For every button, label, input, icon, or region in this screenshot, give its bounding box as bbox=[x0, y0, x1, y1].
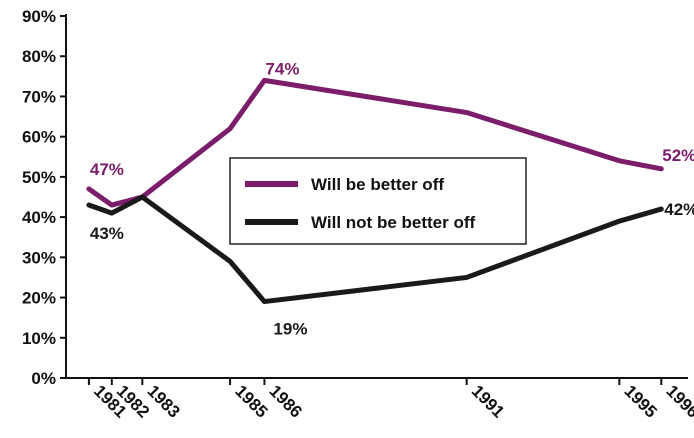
y-tick-label: 60% bbox=[22, 128, 56, 147]
data-label: 19% bbox=[273, 320, 307, 339]
y-tick-label: 90% bbox=[22, 7, 56, 26]
data-label: 42% bbox=[664, 200, 694, 219]
y-tick-label: 40% bbox=[22, 208, 56, 227]
data-label: 47% bbox=[90, 160, 124, 179]
y-tick-label: 80% bbox=[22, 47, 56, 66]
x-tick-label: 1986 bbox=[266, 381, 306, 421]
legend: Will be better off Will not be better of… bbox=[229, 157, 527, 245]
y-tick-label: 30% bbox=[22, 248, 56, 267]
data-label: 74% bbox=[265, 59, 299, 78]
data-labels: 47% 74% 52% 43% 19% 42% bbox=[90, 59, 694, 338]
data-label: 52% bbox=[662, 146, 694, 165]
x-tick-label: 1995 bbox=[620, 381, 660, 421]
y-tick-label: 70% bbox=[22, 87, 56, 106]
series-line-better-off bbox=[86, 77, 664, 208]
x-tick-label: 1996 bbox=[662, 381, 694, 421]
y-tick-label: 20% bbox=[22, 289, 56, 308]
series-line-not-better-off bbox=[86, 194, 664, 305]
y-axis: 0% 10% 20% 30% 40% 50% 60% 70% 80% 90% bbox=[22, 7, 67, 388]
legend-label-not-better-off: Will not be better off bbox=[311, 213, 476, 232]
x-tick-label: 1983 bbox=[143, 381, 183, 421]
y-tick-label: 10% bbox=[22, 329, 56, 348]
x-tick-label: 1991 bbox=[468, 381, 508, 421]
y-tick-label: 0% bbox=[31, 369, 56, 388]
data-label: 43% bbox=[90, 224, 124, 243]
legend-label-better-off: Will be better off bbox=[311, 175, 444, 194]
series-group bbox=[86, 77, 664, 305]
y-tick-label: 50% bbox=[22, 168, 56, 187]
legend-box bbox=[229, 157, 527, 245]
x-tick-label: 1985 bbox=[231, 381, 271, 421]
